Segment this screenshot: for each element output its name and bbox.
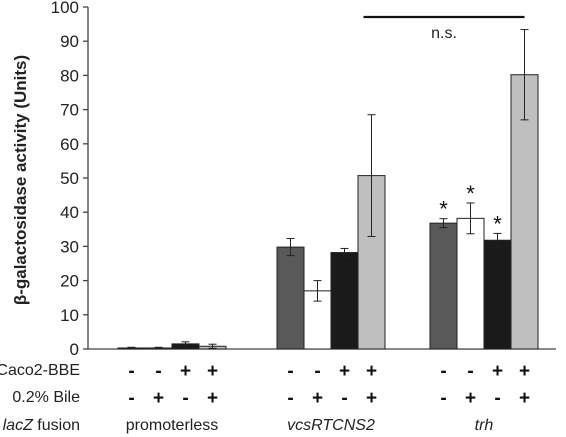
- bar: [456, 217, 485, 350]
- bar: [429, 222, 458, 350]
- y-tick-label: 90: [60, 32, 79, 51]
- caco2-sign: -: [155, 361, 161, 382]
- y-tick-label: 80: [60, 66, 79, 85]
- bile-sign: +: [465, 388, 476, 409]
- bar: [276, 246, 305, 350]
- caco2-sign: -: [287, 361, 293, 382]
- y-tick-label: 40: [60, 203, 79, 222]
- annotations: * * * n.s.: [363, 15, 525, 236]
- y-tick-label: 60: [60, 135, 79, 154]
- caco2-sign: +: [492, 361, 503, 382]
- caco2-sign: +: [519, 361, 530, 382]
- bile-sign: +: [207, 388, 218, 409]
- caco2-sign: -: [314, 361, 320, 382]
- significance-star: *: [493, 211, 502, 236]
- bile-sign: +: [153, 388, 164, 409]
- bar: [510, 74, 539, 350]
- caco2-sign: -: [467, 361, 473, 382]
- row-label-fusion: lacZ fusion: [3, 417, 80, 434]
- caco2-sign: +: [339, 361, 350, 382]
- caco2-sign: -: [128, 361, 134, 382]
- bars: [117, 29, 539, 350]
- y-tick-label: 0: [70, 340, 79, 359]
- bile-sign: -: [341, 388, 347, 409]
- caco2-sign: -: [440, 361, 446, 382]
- bile-sign: -: [287, 388, 293, 409]
- comparison-label: n.s.: [431, 25, 457, 42]
- y-tick-label: 100: [51, 0, 79, 17]
- caco2-sign: +: [366, 361, 377, 382]
- significance-star: *: [466, 181, 475, 206]
- bile-sign: +: [366, 388, 377, 409]
- bile-sign: -: [440, 388, 446, 409]
- row-label-fusion-word: fusion: [33, 417, 80, 434]
- bar: [483, 239, 512, 350]
- y-tick-label: 20: [60, 272, 79, 291]
- y-axis: 0 10 20 30 40 50 60 70 80 90 100: [51, 0, 556, 359]
- bile-sign: +: [312, 388, 323, 409]
- y-axis-label: β-galactosidase activity (Units): [11, 55, 30, 305]
- y-tick-label: 30: [60, 237, 79, 256]
- y-tick-label: 10: [60, 306, 79, 325]
- group-label: promoterless: [126, 417, 218, 434]
- row-label-caco2: Caco2-BBE: [0, 362, 80, 379]
- group-label: vcsRTCNS2: [287, 417, 375, 434]
- row-label-bile: 0.2% Bile: [12, 389, 80, 406]
- group-label: trh: [475, 417, 494, 434]
- y-tick-label: 50: [60, 169, 79, 188]
- bar: [330, 252, 359, 350]
- caco2-sign: +: [180, 361, 191, 382]
- bile-sign: -: [494, 388, 500, 409]
- bile-sign: -: [128, 388, 134, 409]
- significance-star: *: [439, 197, 448, 222]
- bile-sign: -: [182, 388, 188, 409]
- y-tick-label: 70: [60, 101, 79, 120]
- bile-sign: +: [519, 388, 530, 409]
- row-label-fusion-gene: lacZ: [3, 417, 34, 434]
- caco2-sign: +: [207, 361, 218, 382]
